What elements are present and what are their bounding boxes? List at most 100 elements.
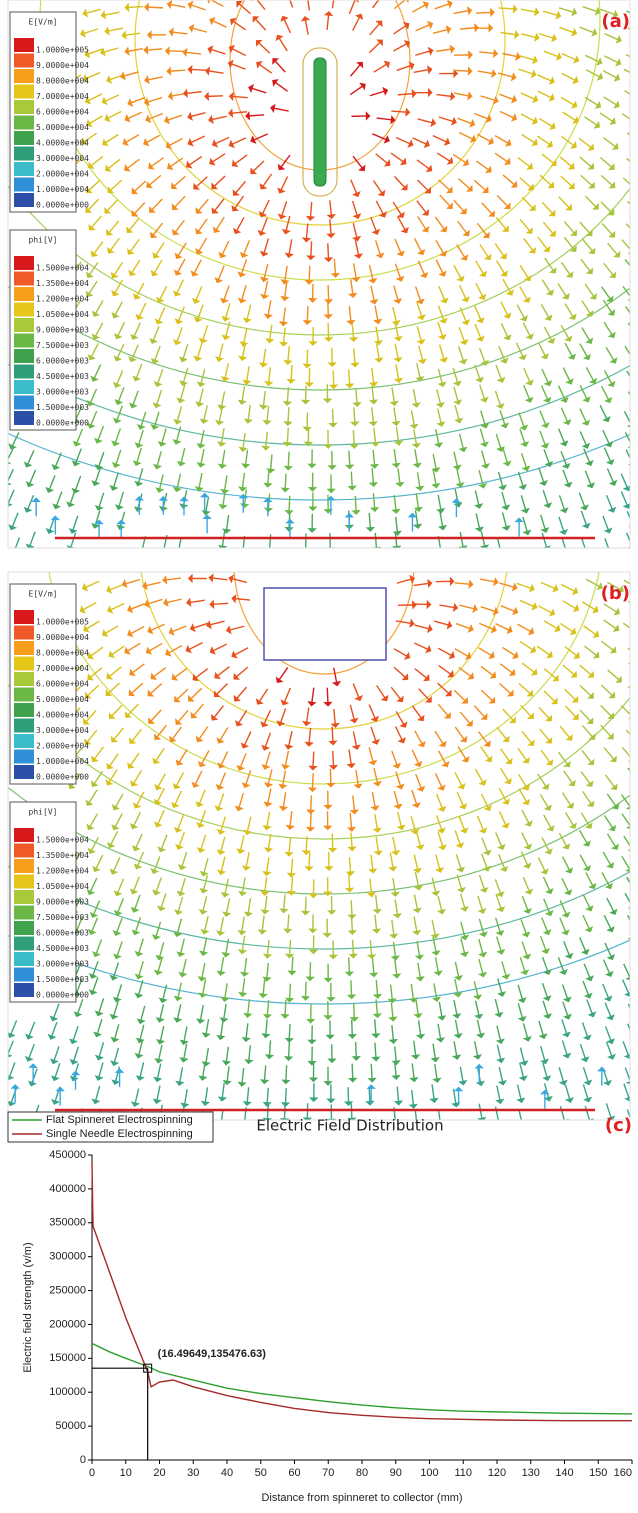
field-arrow bbox=[377, 685, 388, 700]
field-arrow bbox=[353, 263, 359, 281]
field-arrow bbox=[154, 1085, 160, 1103]
field-arrow bbox=[458, 118, 475, 126]
field-arrow bbox=[522, 731, 534, 745]
field-arrow bbox=[436, 240, 446, 256]
field-arrow bbox=[604, 322, 615, 337]
field-arrow bbox=[95, 1019, 102, 1036]
field-arrow bbox=[409, 514, 415, 532]
field-arrow bbox=[218, 1021, 224, 1039]
field-arrow bbox=[561, 262, 572, 277]
field-arrow bbox=[501, 32, 519, 38]
field-arrow bbox=[604, 263, 616, 277]
field-arrow bbox=[522, 453, 530, 470]
field-arrow bbox=[503, 175, 517, 187]
field-arrow bbox=[394, 900, 400, 918]
field-arrow bbox=[175, 919, 182, 936]
field-arrow bbox=[397, 63, 414, 71]
field-arrow bbox=[282, 751, 288, 769]
field-arrow bbox=[412, 790, 420, 807]
field-arrow bbox=[131, 877, 139, 894]
legend-swatch bbox=[14, 734, 34, 748]
field-arrow bbox=[111, 473, 118, 490]
field-arrow bbox=[435, 957, 441, 975]
field-arrow bbox=[627, 159, 638, 171]
field-arrow bbox=[122, 32, 140, 38]
field-arrow bbox=[418, 119, 435, 126]
field-arrow bbox=[201, 938, 207, 956]
field-arrow bbox=[627, 133, 638, 144]
legend: Flat Spinneret ElectrospinningSingle Nee… bbox=[8, 1112, 213, 1142]
field-arrow bbox=[394, 41, 410, 51]
field-arrow bbox=[370, 88, 387, 95]
field-arrow bbox=[286, 1024, 292, 1042]
field-arrow bbox=[328, 200, 334, 218]
field-arrow bbox=[600, 113, 615, 124]
field-arrow bbox=[175, 897, 182, 914]
field-arrow bbox=[207, 621, 224, 628]
field-arrow bbox=[585, 471, 593, 488]
field-arrow bbox=[213, 137, 229, 146]
field-arrow bbox=[134, 448, 141, 465]
field-arrow bbox=[439, 665, 454, 676]
field-arrow bbox=[115, 879, 124, 896]
field-arrow bbox=[349, 833, 355, 851]
field-arrow bbox=[563, 470, 571, 487]
field-arrow bbox=[4, 469, 13, 485]
field-arrow bbox=[148, 32, 166, 38]
field-arrow bbox=[157, 1004, 163, 1022]
field-arrow bbox=[96, 493, 103, 510]
field-arrow bbox=[373, 915, 379, 933]
field-arrow bbox=[280, 770, 286, 788]
field-arrow bbox=[502, 53, 520, 59]
field-arrow bbox=[439, 70, 457, 76]
field-arrow bbox=[603, 71, 619, 81]
field-arrow bbox=[327, 1021, 333, 1039]
field-arrow bbox=[259, 218, 267, 235]
field-arrow bbox=[413, 138, 429, 147]
field-arrow bbox=[134, 364, 142, 381]
field-arrow bbox=[564, 222, 576, 236]
field-arrow bbox=[541, 582, 557, 591]
field-arrow bbox=[310, 752, 316, 770]
field-arrow bbox=[375, 837, 381, 855]
field-arrow bbox=[370, 407, 376, 425]
field-arrow bbox=[561, 408, 570, 424]
field-arrow bbox=[522, 663, 536, 675]
legend-title: E[V/m] bbox=[29, 18, 58, 27]
field-arrow bbox=[230, 93, 248, 99]
field-arrow bbox=[264, 406, 270, 424]
x-tick-label: 40 bbox=[221, 1467, 233, 1479]
field-arrow bbox=[201, 875, 208, 892]
field-arrow bbox=[563, 601, 579, 611]
field-arrow bbox=[460, 712, 472, 726]
panel-label: (c) bbox=[605, 1115, 632, 1136]
field-arrow bbox=[216, 407, 222, 425]
field-arrow bbox=[175, 538, 181, 556]
field-arrow bbox=[580, 710, 592, 723]
field-arrow bbox=[113, 302, 123, 318]
field-arrow bbox=[286, 731, 292, 749]
field-arrow bbox=[454, 8, 472, 14]
field-arrow bbox=[113, 428, 121, 445]
legend-label: 9.0000e+003 bbox=[36, 898, 89, 907]
field-arrow bbox=[311, 1083, 317, 1101]
field-arrow bbox=[123, 579, 140, 586]
field-arrow bbox=[482, 854, 490, 871]
field-arrow bbox=[349, 900, 355, 918]
y-tick-label: 0 bbox=[80, 1454, 86, 1466]
field-arrow bbox=[563, 368, 572, 384]
y-tick-label: 100000 bbox=[49, 1386, 86, 1398]
field-arrow bbox=[151, 326, 159, 343]
legend-swatch bbox=[14, 672, 34, 686]
field-arrow bbox=[396, 427, 402, 445]
field-arrow bbox=[221, 286, 229, 303]
field-arrow bbox=[349, 980, 355, 998]
field-arrow bbox=[412, 706, 423, 721]
field-arrow bbox=[153, 748, 164, 763]
field-arrow bbox=[436, 93, 454, 99]
field-arrow bbox=[27, 470, 36, 487]
field-arrow bbox=[68, 533, 76, 550]
field-arrow bbox=[395, 264, 403, 281]
field-arrow bbox=[438, 369, 445, 386]
legend-label: 4.0000e+004 bbox=[36, 711, 89, 720]
